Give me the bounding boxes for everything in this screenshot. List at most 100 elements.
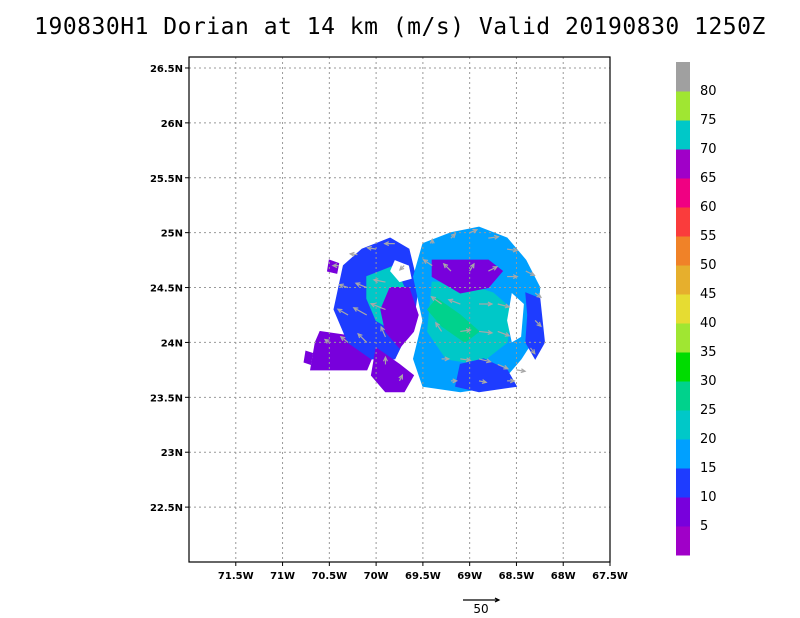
longitude-axis: 71.5W 71W 70.5W 70W 69.5W 69W 68.5W 68W 67.5W: [218, 562, 628, 582]
wind-region-far-west-purple: [303, 350, 314, 366]
wind-vector-head: [469, 262, 475, 269]
wind-vector-head: [486, 358, 492, 364]
wind-vector-head: [435, 321, 441, 328]
wind-vector-head: [366, 245, 372, 251]
wind-vector: [516, 369, 526, 372]
wind-vector-head: [493, 234, 500, 240]
x-tick-label: 68.5W: [499, 571, 535, 582]
hole-east-notch: [507, 293, 524, 343]
wind-vector-head: [509, 378, 516, 384]
wind-vector-head: [504, 303, 511, 309]
x-tick-label: 68W: [551, 571, 576, 582]
wind-vector: [497, 303, 510, 308]
colorbar-label: 45: [700, 287, 717, 302]
wind-region-center-purple: [380, 287, 419, 349]
wind-vector-head: [383, 241, 390, 247]
colorbar-label: 60: [700, 200, 717, 215]
x-tick-label: 71W: [270, 571, 295, 582]
colorbar-segment: [676, 497, 690, 527]
colorbar-segment: [676, 236, 690, 266]
wind-vector: [431, 296, 442, 305]
reference-vector-label: 50: [473, 602, 488, 616]
wind-vector: [460, 358, 471, 361]
wind-vector-head: [452, 378, 459, 384]
wind-vector: [497, 363, 509, 370]
wind-vector-head: [429, 237, 435, 244]
y-tick-label: 23N: [161, 448, 183, 459]
wind-vector-head: [450, 232, 457, 239]
wind-vector-head: [529, 271, 536, 277]
x-tick-label: 67.5W: [592, 571, 628, 582]
latitude-axis: 22.5N 23N 23.5N 24N 24.5N 25N 25.5N 26N 26.5N: [150, 64, 189, 514]
wind-vector-head: [382, 355, 388, 362]
x-tick-label: 70.5W: [311, 571, 347, 582]
wind-vector-head: [492, 266, 499, 271]
hole-north: [390, 260, 412, 283]
lat-lon-grid: [189, 57, 610, 562]
x-tick-label: 69.5W: [405, 571, 441, 582]
colorbar-label: 30: [700, 374, 717, 389]
colorbar-label: 55: [700, 229, 717, 244]
colorbar-label: 10: [700, 490, 717, 505]
map-title: 190830H1 Dorian at 14 km (m/s) Valid 201…: [34, 14, 766, 40]
y-tick-label: 24.5N: [150, 284, 183, 295]
wind-vector-head: [336, 308, 343, 314]
wind-vector: [339, 284, 349, 289]
plot-frame: [188, 56, 611, 563]
wind-vector-head: [398, 373, 403, 380]
colorbar-segment: [676, 410, 690, 440]
wind-vector-head: [380, 325, 385, 332]
wind-vector: [525, 270, 535, 276]
wind-region-east-blue-arc: [525, 292, 546, 360]
colorbar-segment: [676, 468, 690, 498]
wind-vector: [469, 263, 475, 272]
wind-vector: [337, 308, 349, 316]
wind-vector-head: [504, 332, 511, 337]
wind-vector-head: [472, 228, 479, 234]
wind-vector: [357, 333, 368, 343]
wind-vector: [478, 330, 493, 334]
wind-vector: [488, 236, 499, 239]
colorbar-segment: [676, 91, 690, 121]
wind-vector: [448, 299, 461, 305]
wind-vector: [355, 282, 367, 289]
wind-vector-head: [352, 307, 359, 312]
wind-vector-head: [512, 247, 519, 253]
colorbar-label: 65: [700, 171, 717, 186]
wind-vector-head: [503, 364, 510, 370]
wind-vector: [367, 247, 377, 250]
colorbar-segment: [676, 178, 690, 208]
wind-vector: [460, 329, 471, 333]
colorbar-label: 40: [700, 316, 717, 331]
wind-vector-head: [354, 282, 361, 287]
wind-vector-head: [444, 356, 451, 362]
wind-vector-head: [338, 283, 344, 289]
colorbar-segment: [676, 62, 690, 92]
wind-vector-head: [369, 302, 376, 308]
x-tick-label: 69W: [457, 571, 482, 582]
wind-vector-head: [536, 321, 542, 328]
y-tick-label: 25N: [161, 229, 183, 240]
wind-vector: [443, 263, 452, 272]
colorbar-segment: [676, 323, 690, 353]
x-tick-label: 70W: [364, 571, 389, 582]
wind-region-west-small-patch: [326, 259, 340, 274]
wind-vector: [435, 322, 443, 332]
colorbar-label: 20: [700, 432, 717, 447]
colorbar-label: 80: [700, 84, 717, 99]
colorbar-segment: [676, 120, 690, 150]
reference-vector: 50: [463, 597, 501, 616]
wind-vector: [423, 259, 433, 267]
wind-region-south-purple: [370, 347, 415, 393]
wind-vector: [373, 279, 386, 283]
wind-vector-head: [422, 259, 429, 265]
wind-region-north-purple-arc: [431, 259, 504, 294]
y-tick-label: 23.5N: [150, 393, 183, 404]
wind-vector-head: [487, 301, 494, 307]
wind-vector: [507, 248, 518, 252]
wind-vector-head: [372, 278, 379, 284]
wind-vectors: [323, 228, 543, 385]
wind-region-southeast-blue: [455, 358, 518, 393]
x-tick-label: 71.5W: [218, 571, 254, 582]
